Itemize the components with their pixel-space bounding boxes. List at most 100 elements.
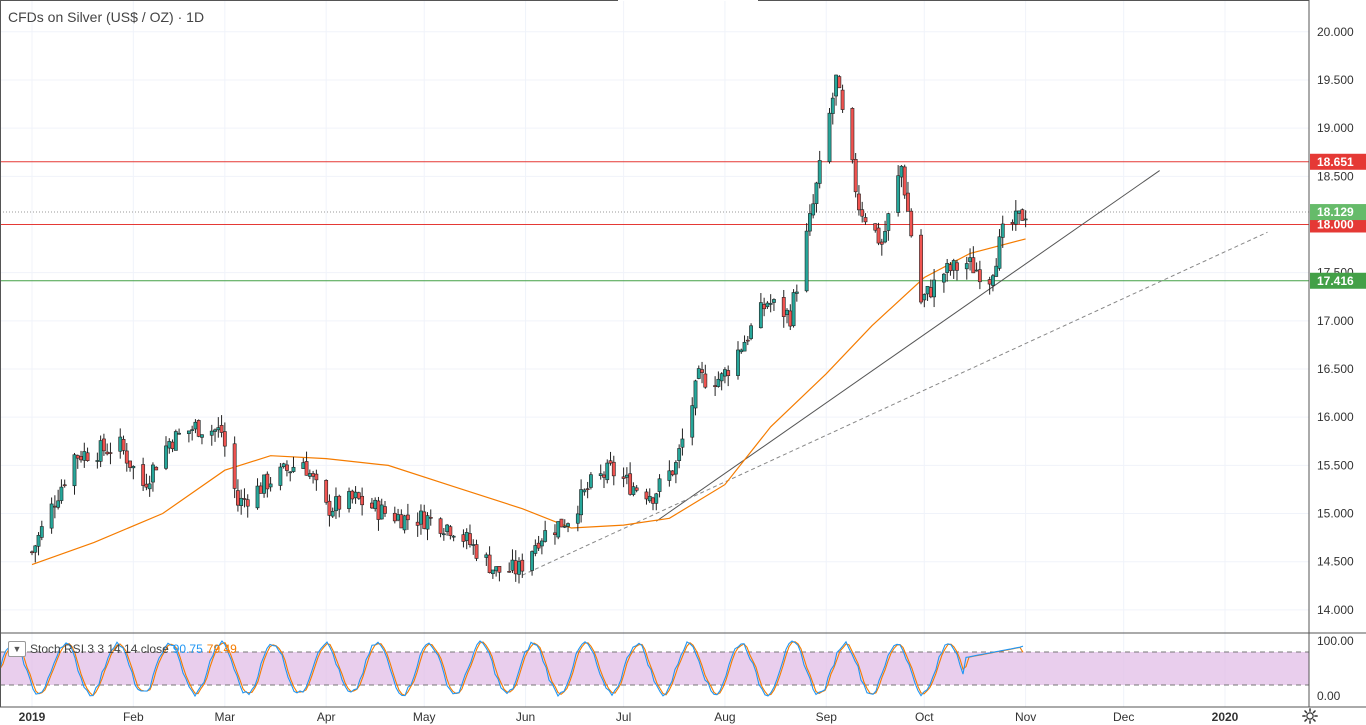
candle-up — [922, 294, 927, 301]
candle-down — [399, 514, 404, 529]
candle-up — [167, 441, 172, 449]
candle-down — [232, 443, 237, 489]
candle-down — [461, 534, 466, 542]
candle-down — [245, 499, 250, 507]
candle-up — [673, 462, 678, 475]
candle-up — [945, 263, 950, 273]
candle-up — [291, 466, 296, 472]
candle-up — [696, 368, 701, 379]
candle-up — [543, 530, 548, 542]
gear-icon[interactable] — [1301, 707, 1319, 725]
x-tick-label: Sep — [816, 710, 838, 724]
x-tick-label: Nov — [1015, 710, 1036, 724]
candle-up — [624, 474, 629, 478]
candle-up — [425, 515, 430, 530]
horizontal-levels — [0, 161, 1309, 282]
candle-down — [144, 483, 149, 488]
candle-up — [441, 533, 446, 536]
candle-up — [419, 510, 423, 525]
y-tick-label: 19.500 — [1317, 73, 1354, 87]
candle-up — [490, 569, 495, 575]
candle-up — [530, 551, 534, 571]
candle-down — [124, 450, 129, 464]
candle-down — [850, 108, 855, 161]
stoch-rsi-pane — [0, 640, 1309, 698]
candle-down — [585, 488, 590, 490]
candle-up — [785, 309, 789, 315]
candle-up — [883, 231, 887, 243]
candle-down — [928, 287, 933, 298]
candle-down — [242, 498, 247, 500]
price-label-bg — [1310, 153, 1366, 170]
candle-up — [605, 462, 610, 481]
candle-down — [948, 264, 953, 272]
candle-down — [79, 456, 83, 461]
candle-down — [356, 492, 361, 499]
candle-down — [762, 304, 767, 310]
candle-up — [164, 445, 168, 469]
candle-down — [85, 452, 90, 461]
candle-up — [598, 473, 603, 476]
y-tick-label: 16.500 — [1317, 362, 1354, 376]
candle-up — [471, 544, 476, 546]
chevron-down-icon[interactable]: ▼ — [8, 641, 26, 657]
candle-up — [494, 566, 499, 572]
y-tick-label: 18.500 — [1317, 169, 1354, 183]
candle-up — [772, 299, 776, 303]
candle-down — [513, 560, 518, 575]
y-tick-label: 15.000 — [1317, 507, 1354, 521]
candle-down — [879, 241, 884, 245]
candle-up — [173, 431, 178, 451]
candle-down — [608, 460, 613, 464]
candle-up — [301, 462, 306, 469]
candle-down — [128, 460, 132, 468]
candle-down — [520, 559, 525, 572]
candle-down — [102, 438, 106, 452]
candle-up — [510, 559, 515, 571]
candle-down — [853, 159, 858, 193]
candle-down — [971, 257, 976, 274]
x-tick-label: Jun — [516, 710, 535, 724]
candle-down — [670, 470, 675, 476]
price-label-bg — [1310, 216, 1366, 233]
candle-up — [667, 470, 672, 481]
candle-up — [657, 478, 662, 492]
candle-down — [304, 461, 309, 476]
top-gap — [618, 0, 758, 1]
candle-up — [59, 486, 64, 501]
candle-up — [994, 265, 999, 277]
candle-down — [75, 455, 80, 459]
candle-up — [190, 429, 195, 431]
stoch-d-value: 79.49 — [206, 642, 237, 656]
candle-down — [536, 542, 541, 549]
candle-down — [745, 339, 750, 342]
candle-up — [736, 349, 740, 376]
candle-up — [791, 292, 796, 327]
candle-up — [942, 273, 946, 283]
x-tick-label: May — [413, 710, 436, 724]
candle-down — [559, 518, 564, 528]
candle-up — [896, 175, 901, 213]
level-price-label: 18.651 — [1317, 155, 1354, 169]
y-tick-label: 15.500 — [1317, 458, 1354, 472]
title-separator: · — [177, 9, 183, 25]
candle-down — [468, 533, 472, 545]
y-tick-label: 17.000 — [1317, 314, 1354, 328]
candle-up — [562, 525, 567, 528]
candle-down — [873, 223, 878, 231]
candle-up — [997, 236, 1002, 269]
candle-down — [314, 473, 319, 481]
candle-up — [373, 499, 378, 510]
candle-up — [517, 561, 521, 575]
candle-down — [360, 495, 365, 506]
candle-up — [72, 454, 77, 487]
candle-up — [765, 302, 770, 308]
candle-up — [742, 341, 747, 352]
candle-down — [327, 500, 332, 516]
candle-down — [62, 484, 67, 487]
candle-up — [932, 279, 937, 298]
candle-up — [739, 349, 744, 353]
candle-up — [804, 230, 809, 292]
